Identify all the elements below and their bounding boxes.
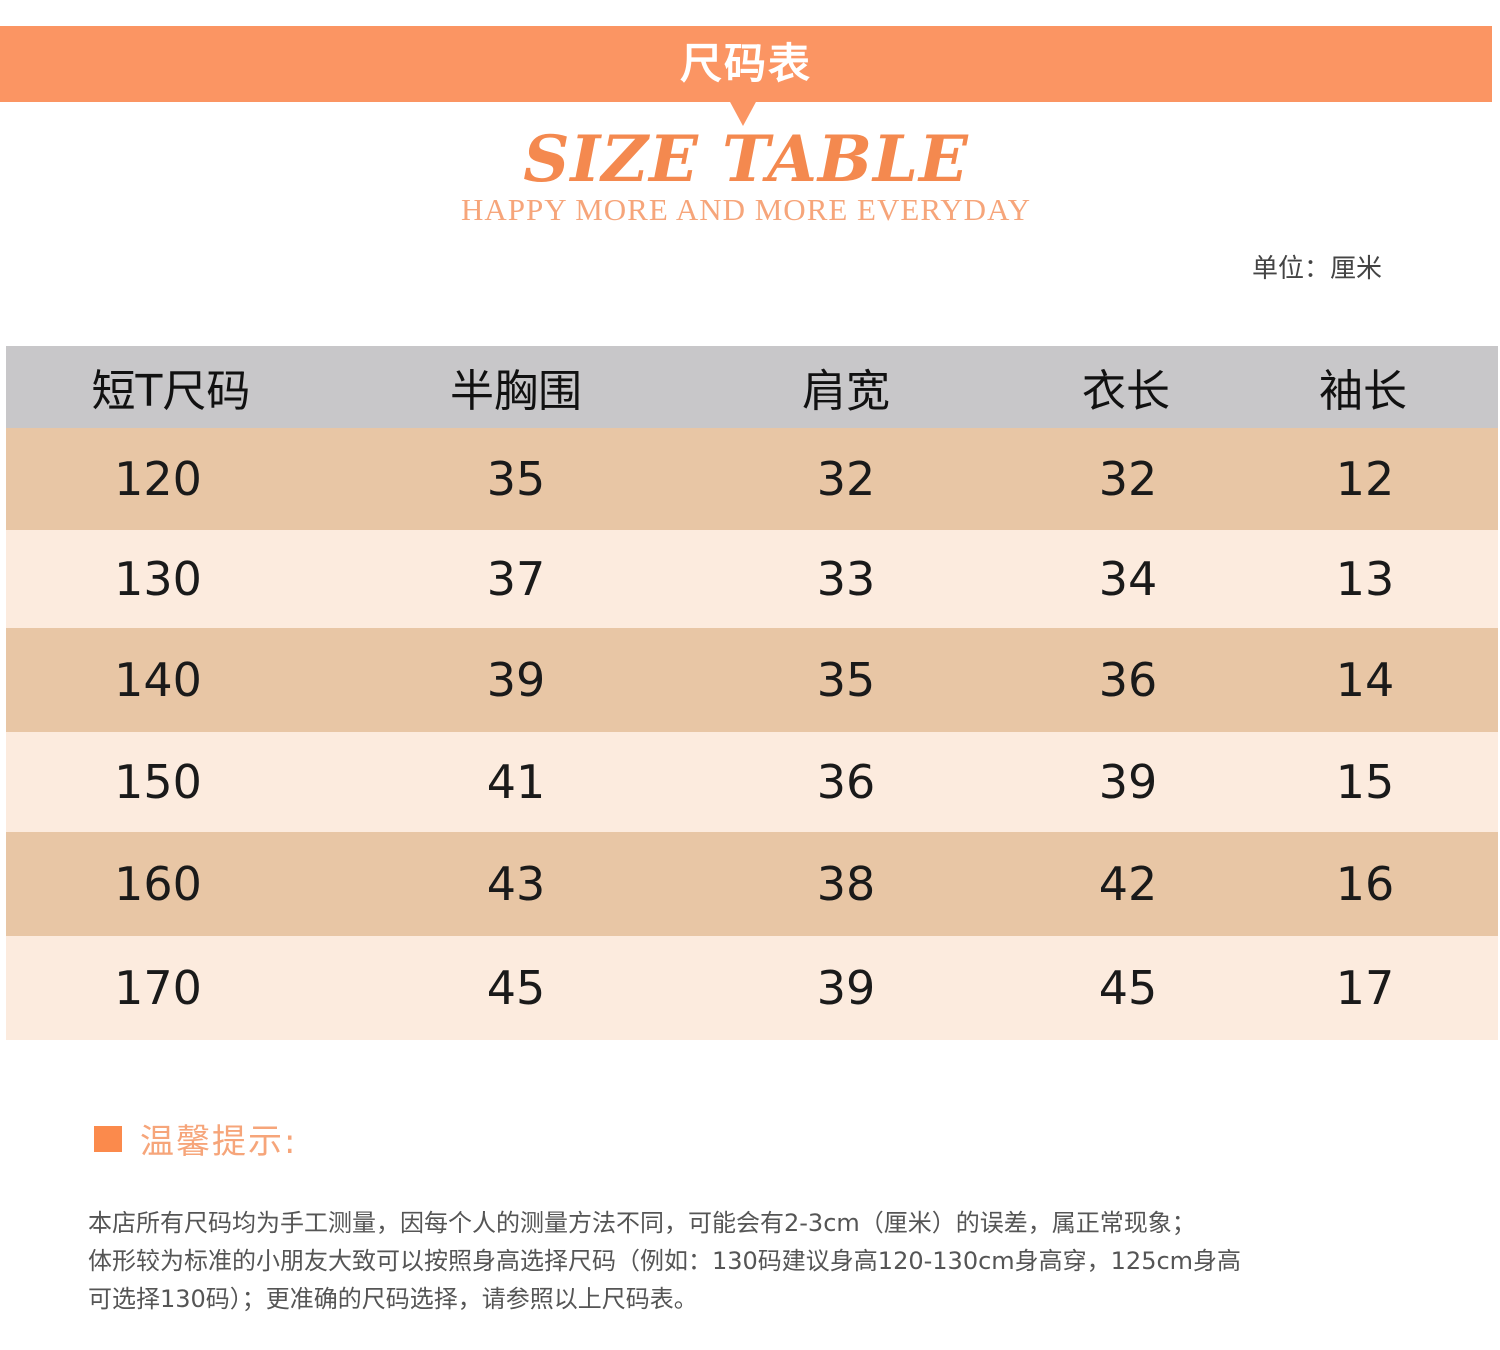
table-cell: 37 [486,552,546,606]
table-cell: 33 [816,552,876,606]
table-cell: 170 [114,961,202,1015]
table-cell: 150 [114,755,202,809]
size-table: 短T尺码 半胸围 肩宽 衣长 袖长 120 35 32 32 12 130 37… [6,346,1498,1040]
table-cell: 36 [1098,653,1158,707]
table-cell: 160 [114,857,202,911]
column-header: 半胸围 [450,366,582,417]
table-cell: 15 [1335,755,1395,809]
table-row: 130 37 33 34 13 [6,530,1498,628]
table-cell: 42 [1098,857,1158,911]
tips-line: 本店所有尺码均为手工测量，因每个人的测量方法不同，可能会有2-3cm（厘米）的误… [88,1209,1196,1237]
table-cell: 35 [486,452,546,506]
table-cell: 130 [114,552,202,606]
title-banner: 尺码表 [0,26,1492,102]
table-row: 160 43 38 42 16 [6,832,1498,936]
table-cell: 39 [1098,755,1158,809]
banner-notch [729,100,757,126]
table-cell: 14 [1335,653,1395,707]
table-cell: 120 [114,452,202,506]
banner-title: 尺码表 [679,39,812,88]
table-cell: 39 [486,653,546,707]
column-header: 袖长 [1319,366,1407,417]
table-row: 140 39 35 36 14 [6,628,1498,732]
table-cell: 34 [1098,552,1158,606]
table-cell: 36 [816,755,876,809]
table-row: 150 41 36 39 15 [6,732,1498,832]
table-cell: 43 [486,857,546,911]
table-cell: 39 [816,961,876,1015]
table-cell: 17 [1335,961,1395,1015]
table-cell: 140 [114,653,202,707]
table-cell: 32 [1098,452,1158,506]
tips-line: 可选择130码）；更准确的尺码选择，请参照以上尺码表。 [88,1285,698,1313]
tips-bullet-icon [94,1126,122,1152]
tips-note: 本店所有尺码均为手工测量，因每个人的测量方法不同，可能会有2-3cm（厘米）的误… [88,1204,1428,1318]
tips-title: 温馨提示: [140,1122,298,1162]
unit-label: 单位：厘米 [1252,254,1383,284]
column-header: 短T尺码 [91,366,251,417]
table-header-row: 短T尺码 半胸围 肩宽 衣长 袖长 [6,346,1498,428]
table-cell: 45 [1098,961,1158,1015]
table-cell: 16 [1335,857,1395,911]
column-header: 肩宽 [802,366,890,417]
table-cell: 45 [486,961,546,1015]
table-cell: 41 [486,755,546,809]
size-table-heading: SIZE TABLE [523,122,969,197]
column-header: 衣长 [1082,366,1170,417]
table-cell: 38 [816,857,876,911]
table-cell: 32 [816,452,876,506]
table-cell: 35 [816,653,876,707]
table-row: 170 45 39 45 17 [6,936,1498,1040]
tips-line: 体形较为标准的小朋友大致可以按照身高选择尺码（例如：130码建议身高120-13… [88,1247,1242,1275]
table-cell: 12 [1335,452,1395,506]
table-cell: 13 [1335,552,1395,606]
table-row: 120 35 32 32 12 [6,428,1498,530]
size-table-subtitle: HAPPY MORE AND MORE EVERYDAY [460,192,1031,227]
